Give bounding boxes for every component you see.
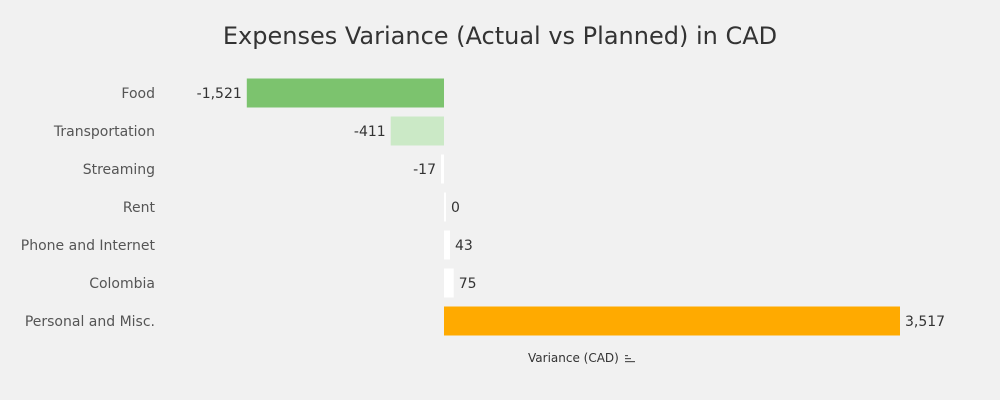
chart-title: Expenses Variance (Actual vs Planned) in… [222,22,778,50]
bar[interactable] [444,192,446,222]
bar[interactable] [444,230,450,260]
category-label: Rent [123,200,156,216]
bar[interactable] [441,154,444,184]
category-label: Phone and Internet [21,238,156,254]
value-label: 75 [459,276,477,292]
bar[interactable] [444,306,900,336]
bar[interactable] [246,78,444,108]
category-label: Transportation [53,124,155,140]
bar[interactable] [444,268,454,298]
x-axis-title-container: Variance (CAD) [528,351,635,365]
value-label: 0 [451,200,460,216]
category-label: Streaming [83,162,155,178]
value-label: 3,517 [905,314,945,330]
value-label: -17 [413,162,436,178]
x-axis-title: Variance (CAD) [528,351,619,365]
category-label: Personal and Misc. [25,314,155,330]
sort-descending-icon[interactable] [624,353,635,363]
category-label: Food [121,86,155,102]
bar[interactable] [390,116,444,146]
value-label: 43 [455,238,473,254]
category-label: Colombia [89,276,155,292]
value-label: -411 [354,124,386,140]
value-label: -1,521 [197,86,242,102]
